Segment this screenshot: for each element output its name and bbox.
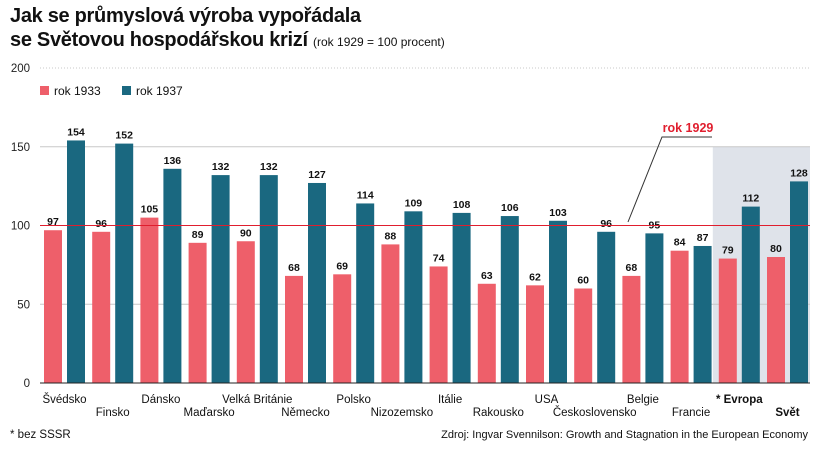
y-tick-label: 100 bbox=[11, 221, 30, 233]
bar-value-label: 90 bbox=[240, 227, 252, 239]
bar bbox=[500, 216, 519, 383]
y-tick-label: 200 bbox=[11, 63, 30, 75]
bar-value-label: 152 bbox=[115, 130, 133, 142]
bar bbox=[622, 275, 641, 383]
bar-value-label: 114 bbox=[357, 189, 374, 201]
bar-value-label: 60 bbox=[577, 275, 589, 287]
x-tick-label: Rakousko bbox=[473, 407, 524, 419]
bar-value-label: 68 bbox=[626, 262, 638, 274]
bar-value-label: 112 bbox=[742, 193, 759, 205]
chart-title: Jak se průmyslová výroba vypořádala se S… bbox=[10, 4, 445, 54]
bar-value-label: 154 bbox=[67, 126, 85, 138]
bar-value-label: 96 bbox=[600, 218, 612, 230]
legend-label: rok 1937 bbox=[136, 84, 183, 98]
title-line-2: se Světovou hospodářskou krizí (rok 1929… bbox=[10, 28, 445, 54]
bar bbox=[259, 175, 278, 383]
x-tick-label: Itálie bbox=[438, 394, 462, 406]
bar bbox=[718, 258, 737, 383]
bar bbox=[526, 285, 544, 383]
x-tick-label: Finsko bbox=[96, 407, 130, 419]
source-note: Zdroj: Ingvar Svennilson: Growth and Sta… bbox=[441, 429, 808, 441]
bar bbox=[670, 250, 689, 383]
x-tick-label: Švédsko bbox=[42, 393, 86, 406]
x-tick-label: * Evropa bbox=[716, 394, 763, 406]
bar bbox=[67, 140, 85, 383]
bar bbox=[356, 203, 375, 383]
bar-value-label: 103 bbox=[549, 207, 567, 219]
bar bbox=[790, 181, 808, 383]
x-tick-label: Velká Británie bbox=[222, 394, 292, 406]
chart-subtitle: (rok 1929 = 100 procent) bbox=[313, 35, 445, 49]
bar bbox=[549, 220, 567, 383]
bar-value-label: 69 bbox=[336, 260, 348, 272]
bar bbox=[452, 212, 471, 383]
bar-value-label: 79 bbox=[722, 245, 734, 257]
bar-value-label: 105 bbox=[141, 204, 159, 216]
bar-value-label: 108 bbox=[453, 199, 471, 211]
bar-value-label: 127 bbox=[308, 169, 326, 181]
reference-line-label: rok 1929 bbox=[663, 121, 714, 135]
legend-label: rok 1933 bbox=[54, 84, 101, 98]
bar bbox=[477, 283, 496, 383]
title-line-1: Jak se průmyslová výroba vypořádala bbox=[10, 5, 361, 27]
bar bbox=[308, 182, 326, 383]
bar-value-label: 89 bbox=[192, 229, 204, 241]
footnote: * bez SSSR bbox=[10, 429, 71, 441]
bar bbox=[404, 211, 423, 383]
bar bbox=[211, 175, 230, 383]
bar bbox=[92, 231, 111, 383]
bar bbox=[115, 143, 134, 383]
y-tick-label: 0 bbox=[24, 378, 30, 390]
bar bbox=[140, 217, 159, 383]
bar-value-label: 80 bbox=[770, 243, 782, 255]
bar-value-label: 88 bbox=[385, 230, 397, 242]
y-tick-label: 150 bbox=[11, 142, 30, 154]
title-line-2-text: se Světovou hospodářskou krizí bbox=[10, 29, 308, 51]
bar bbox=[285, 275, 303, 383]
x-tick-label: USA bbox=[535, 394, 559, 406]
bar-value-label: 62 bbox=[529, 271, 541, 283]
x-tick-label: Francie bbox=[672, 407, 710, 419]
bar-value-label: 106 bbox=[501, 202, 519, 214]
bar-value-label: 128 bbox=[790, 167, 808, 179]
bar bbox=[236, 241, 255, 383]
x-tick-label: Československo bbox=[553, 406, 637, 419]
bar bbox=[333, 274, 352, 383]
bar bbox=[429, 266, 448, 383]
bar bbox=[44, 230, 62, 383]
bar-value-label: 96 bbox=[95, 218, 107, 230]
legend-swatch bbox=[122, 86, 131, 95]
x-tick-label: Nizozemsko bbox=[371, 407, 434, 419]
bar-value-label: 63 bbox=[481, 270, 493, 282]
bar bbox=[693, 245, 712, 383]
x-tick-label: Maďarsko bbox=[184, 407, 235, 419]
bar-value-label: 109 bbox=[405, 197, 423, 209]
x-tick-label: Německo bbox=[281, 407, 330, 419]
legend-swatch bbox=[40, 86, 49, 95]
x-tick-label: Dánsko bbox=[141, 394, 180, 406]
bar bbox=[767, 257, 785, 383]
bar-value-label: 74 bbox=[433, 252, 445, 264]
bar bbox=[188, 242, 207, 383]
bar-value-label: 136 bbox=[164, 155, 182, 167]
y-tick-label: 50 bbox=[17, 299, 30, 311]
bar-value-label: 97 bbox=[47, 216, 59, 228]
bar bbox=[741, 206, 760, 383]
bar-value-label: 132 bbox=[212, 161, 230, 173]
x-tick-label: Polsko bbox=[336, 394, 371, 406]
x-tick-label: Svět bbox=[775, 407, 799, 419]
bar-value-label: 68 bbox=[288, 262, 300, 274]
bar bbox=[381, 244, 400, 383]
reference-pointer bbox=[627, 136, 712, 223]
bar bbox=[645, 233, 664, 383]
bar-value-label: 132 bbox=[260, 161, 278, 173]
bar bbox=[163, 168, 182, 383]
bar-value-label: 87 bbox=[697, 232, 709, 244]
bar-value-label: 84 bbox=[674, 237, 686, 249]
x-tick-label: Belgie bbox=[627, 394, 659, 406]
bar bbox=[574, 288, 593, 383]
bar bbox=[597, 231, 616, 383]
